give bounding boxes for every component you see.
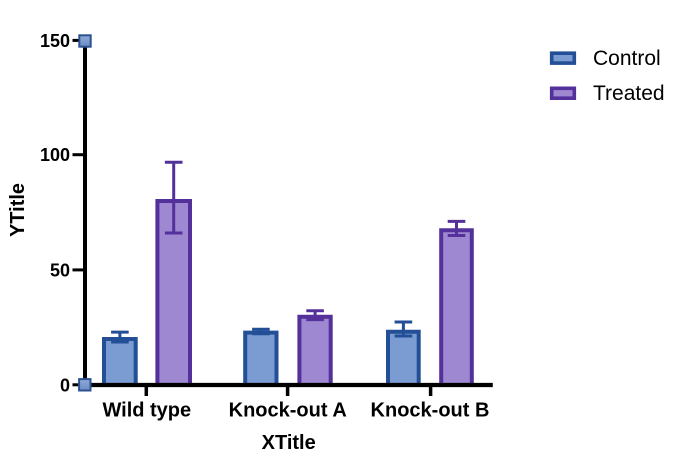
svg-text:Knock-out A: Knock-out A bbox=[229, 400, 347, 422]
svg-text:YTitle: YTitle bbox=[7, 183, 29, 237]
svg-text:100: 100 bbox=[40, 145, 70, 165]
svg-text:0: 0 bbox=[60, 375, 70, 395]
svg-text:150: 150 bbox=[40, 31, 70, 51]
svg-text:50: 50 bbox=[50, 260, 70, 280]
svg-text:Knock-out B: Knock-out B bbox=[371, 400, 490, 422]
svg-text:Treated: Treated bbox=[593, 82, 665, 105]
svg-text:Control: Control bbox=[593, 47, 661, 70]
svg-text:XTitle: XTitle bbox=[262, 432, 316, 454]
svg-text:Wild type: Wild type bbox=[102, 400, 191, 422]
